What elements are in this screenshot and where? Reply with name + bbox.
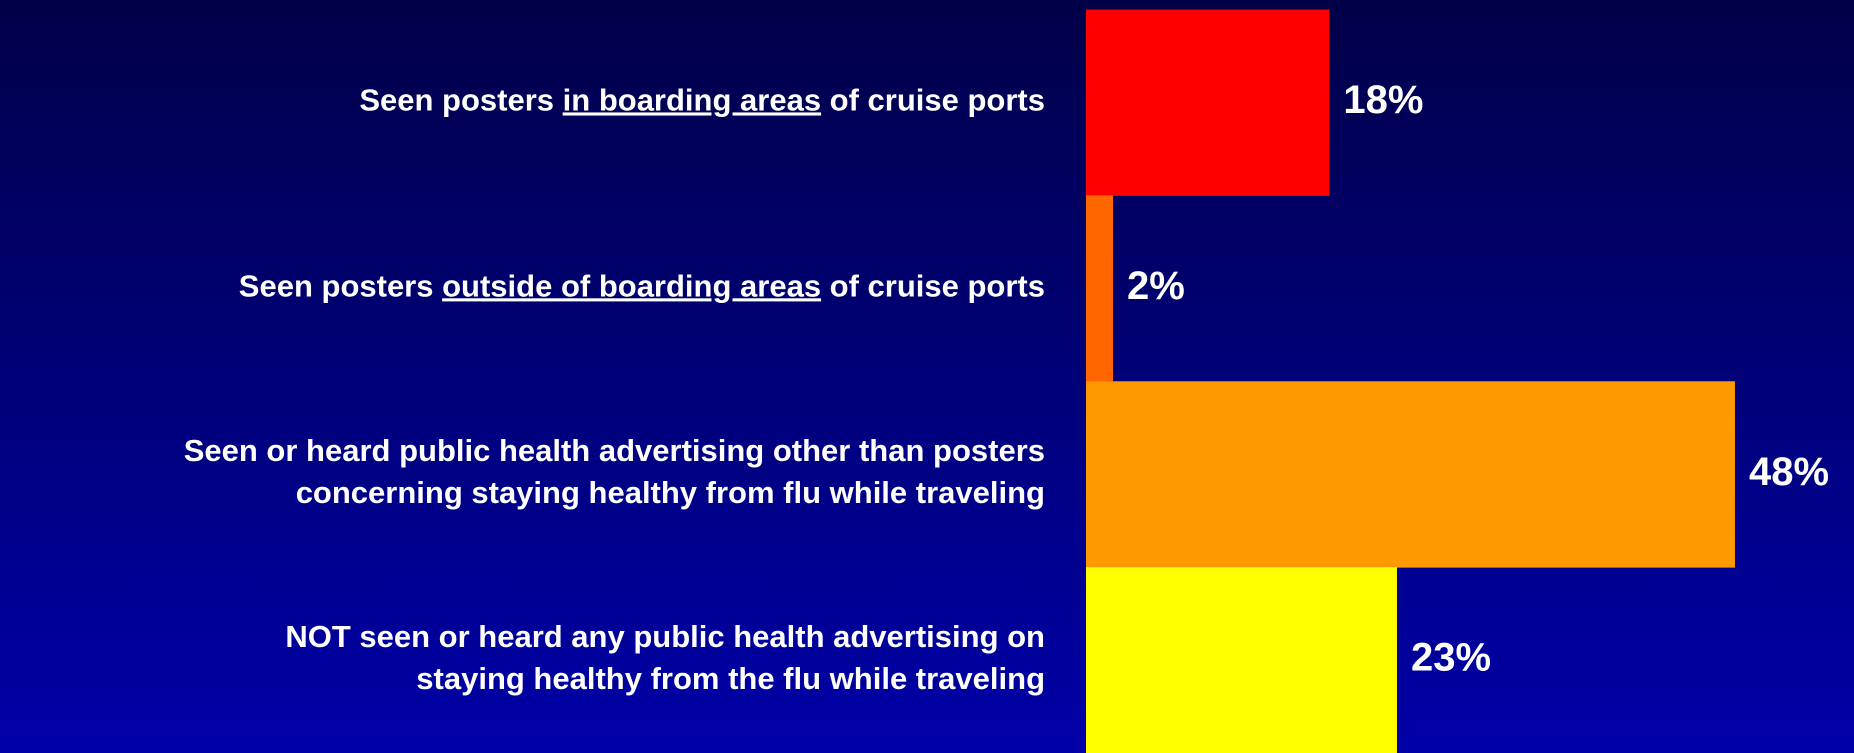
category-label: Seen or heard public health advertising … bbox=[184, 433, 1045, 468]
bar bbox=[1086, 9, 1330, 196]
category-label-part: staying healthy from the flu while trave… bbox=[416, 661, 1045, 696]
category-label-part: concerning staying healthy from flu whil… bbox=[296, 475, 1045, 510]
category-label-part: Seen posters bbox=[359, 83, 562, 118]
bar bbox=[1086, 381, 1735, 568]
category-label-part: Seen or heard public health advertising … bbox=[184, 433, 1045, 468]
bar bbox=[1086, 567, 1397, 753]
category-label-part: of cruise ports bbox=[821, 269, 1045, 304]
bar bbox=[1086, 195, 1114, 382]
category-label-part: Seen posters bbox=[239, 269, 442, 304]
category-label: NOT seen or heard any public health adve… bbox=[285, 619, 1045, 654]
category-label-part: in boarding areas bbox=[563, 83, 821, 118]
category-label-part: of cruise ports bbox=[821, 83, 1045, 118]
value-label: 23% bbox=[1411, 636, 1491, 680]
category-label-part: NOT seen or heard any public health adve… bbox=[285, 619, 1045, 654]
value-label: 2% bbox=[1127, 264, 1185, 308]
value-label: 18% bbox=[1343, 78, 1423, 122]
category-label: Seen posters in boarding areas of cruise… bbox=[359, 83, 1045, 118]
category-label-part: outside of boarding areas bbox=[442, 269, 821, 304]
value-label: 48% bbox=[1749, 450, 1829, 494]
category-label: Seen posters outside of boarding areas o… bbox=[239, 269, 1045, 304]
category-label: concerning staying healthy from flu whil… bbox=[296, 475, 1045, 510]
category-label: staying healthy from the flu while trave… bbox=[416, 661, 1045, 696]
